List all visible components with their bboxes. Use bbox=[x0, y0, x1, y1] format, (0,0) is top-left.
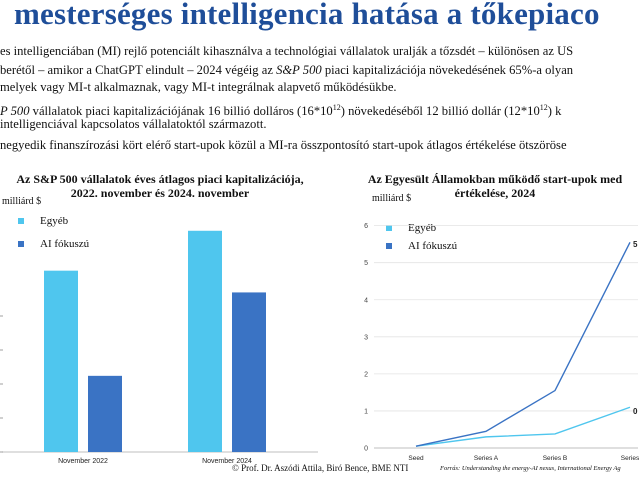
paragraph-2: berétől – amikor a ChatGPT elindult – 20… bbox=[0, 63, 574, 77]
left-chart-title: Az S&P 500 vállalatok éves átlagos piaci… bbox=[0, 172, 320, 200]
bar-ai-0 bbox=[88, 375, 122, 452]
y-tick-label: 3 bbox=[364, 334, 368, 341]
y-tick-label: 1 bbox=[364, 408, 368, 415]
y-tick-label: 2 bbox=[364, 371, 368, 378]
paragraph-6: negyedik finanszírozási kört elérő start… bbox=[0, 138, 567, 152]
chart-title-line: Az Egyesült Államokban működő start-upok… bbox=[367, 172, 623, 186]
x-tick-label: Seed bbox=[408, 455, 424, 462]
y-tick-label: 5 bbox=[364, 260, 368, 267]
x-tick-label: Series bbox=[621, 455, 640, 462]
x-tick-label: November 2022 bbox=[58, 458, 108, 465]
series-line-ai bbox=[415, 242, 631, 447]
right-legend-ai: AI fókuszú bbox=[386, 240, 457, 252]
y-tick-label: 0 bbox=[364, 446, 368, 453]
legend-swatch-egyeb bbox=[18, 218, 24, 225]
paragraph-4: P 500 vállalatok piaci kapitalizációjána… bbox=[0, 103, 562, 119]
paragraph-3: melyek vagy MI-t alkalmaznak, vagy MI-t … bbox=[0, 80, 397, 94]
left-legend-ai: AI fókuszú bbox=[18, 238, 89, 250]
right-legend-egyeb: Egyéb bbox=[386, 222, 436, 234]
paragraph-1: es intelligenciában (MI) rejlő potenciál… bbox=[0, 44, 574, 58]
end-label-ai: 5 bbox=[633, 240, 638, 249]
chart-title-line: értékelése, 2024 bbox=[454, 186, 536, 200]
y-tick-label: 4 bbox=[364, 297, 368, 304]
end-label-egyeb: 0 bbox=[633, 407, 638, 416]
right-chart-unit: milliárd $ bbox=[372, 193, 412, 204]
left-chart-unit: milliárd $ bbox=[2, 196, 42, 207]
footer-credit: © Prof. Dr. Aszódi Attila, Biró Bence, B… bbox=[232, 463, 409, 473]
source-note: Forrás: Understanding the energy-AI nexu… bbox=[440, 465, 621, 472]
right-line-chart: 0 1 2 3 4 5 6 Seed Series A Series B Series 5 0 bbox=[364, 223, 640, 462]
legend-swatch-ai-right bbox=[386, 243, 392, 250]
bar-egyeb-0 bbox=[44, 270, 78, 452]
legend-swatch-egyeb-right bbox=[386, 225, 392, 232]
y-tick-label: 6 bbox=[364, 223, 368, 230]
paragraph-5: intelligenciával kapcsolatos vállalatokt… bbox=[0, 117, 267, 131]
left-legend-egyeb: Egyéb bbox=[18, 215, 68, 227]
x-tick-label: Series A bbox=[474, 455, 499, 462]
bar-egyeb-1 bbox=[188, 230, 222, 452]
left-bar-chart: November 2022 November 2024 bbox=[0, 230, 318, 465]
legend-swatch-ai bbox=[18, 241, 24, 248]
chart-title-line: 2022. november és 2024. november bbox=[70, 186, 250, 200]
bar-ai-1 bbox=[232, 292, 266, 452]
x-tick-label: November 2024 bbox=[202, 458, 252, 465]
chart-title-line: Az S&P 500 vállalatok éves átlagos piaci… bbox=[16, 172, 304, 186]
right-chart-title: Az Egyesült Államokban működő start-upok… bbox=[330, 172, 640, 200]
series-line-egyeb bbox=[415, 406, 631, 447]
slide-title: mesterséges intelligencia hatása a tőkep… bbox=[14, 0, 600, 31]
x-tick-label: Series B bbox=[543, 455, 568, 462]
